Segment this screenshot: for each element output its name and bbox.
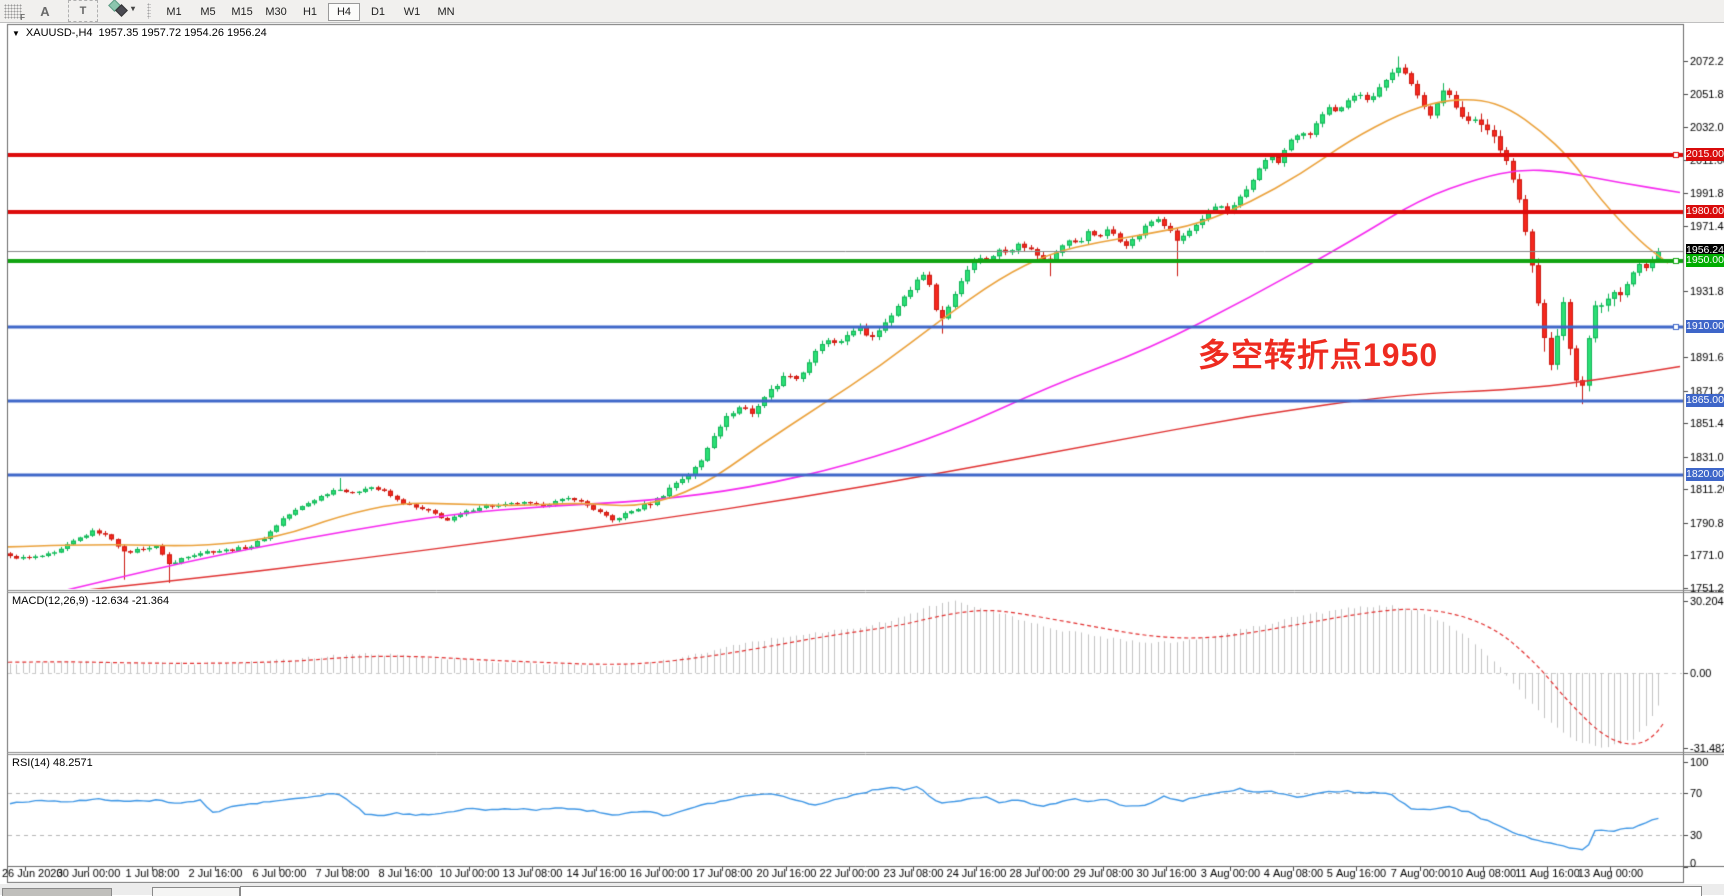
price-level-chip[interactable]: 1980.00	[1686, 205, 1724, 218]
chart-tab-partial[interactable]	[152, 887, 240, 896]
symbol-label: XAUUSD-,H4	[25, 27, 93, 39]
macd-indicator-label: MACD(12,26,9) -12.634 -21.364	[12, 595, 170, 607]
rsi-indicator-label: RSI(14) 48.2571	[12, 757, 93, 769]
price-level-chip[interactable]: 1865.00	[1686, 394, 1724, 407]
symbol-dropdown-icon[interactable]: ▼	[12, 28, 20, 38]
price-level-chip[interactable]: 1950.00	[1686, 254, 1724, 267]
ohlc-values: 1957.35 1957.72 1954.26 1956.24	[98, 27, 267, 39]
chart-title: ▼ XAUUSD-,H4 1957.35 1957.72 1954.26 195…	[12, 27, 267, 39]
chart-tab-partial[interactable]	[240, 886, 1702, 896]
price-level-chip[interactable]: 2015.00	[1686, 148, 1724, 161]
chart-tab-partial[interactable]	[2, 888, 112, 896]
chart-text-annotation: 多空转折点1950	[1198, 337, 1439, 373]
bottom-tab-strip	[0, 884, 1724, 896]
price-level-chip[interactable]: 1910.00	[1686, 320, 1724, 333]
price-level-chip[interactable]: 1820.00	[1686, 468, 1724, 481]
current-price-chip: 1956.24	[1686, 244, 1724, 257]
